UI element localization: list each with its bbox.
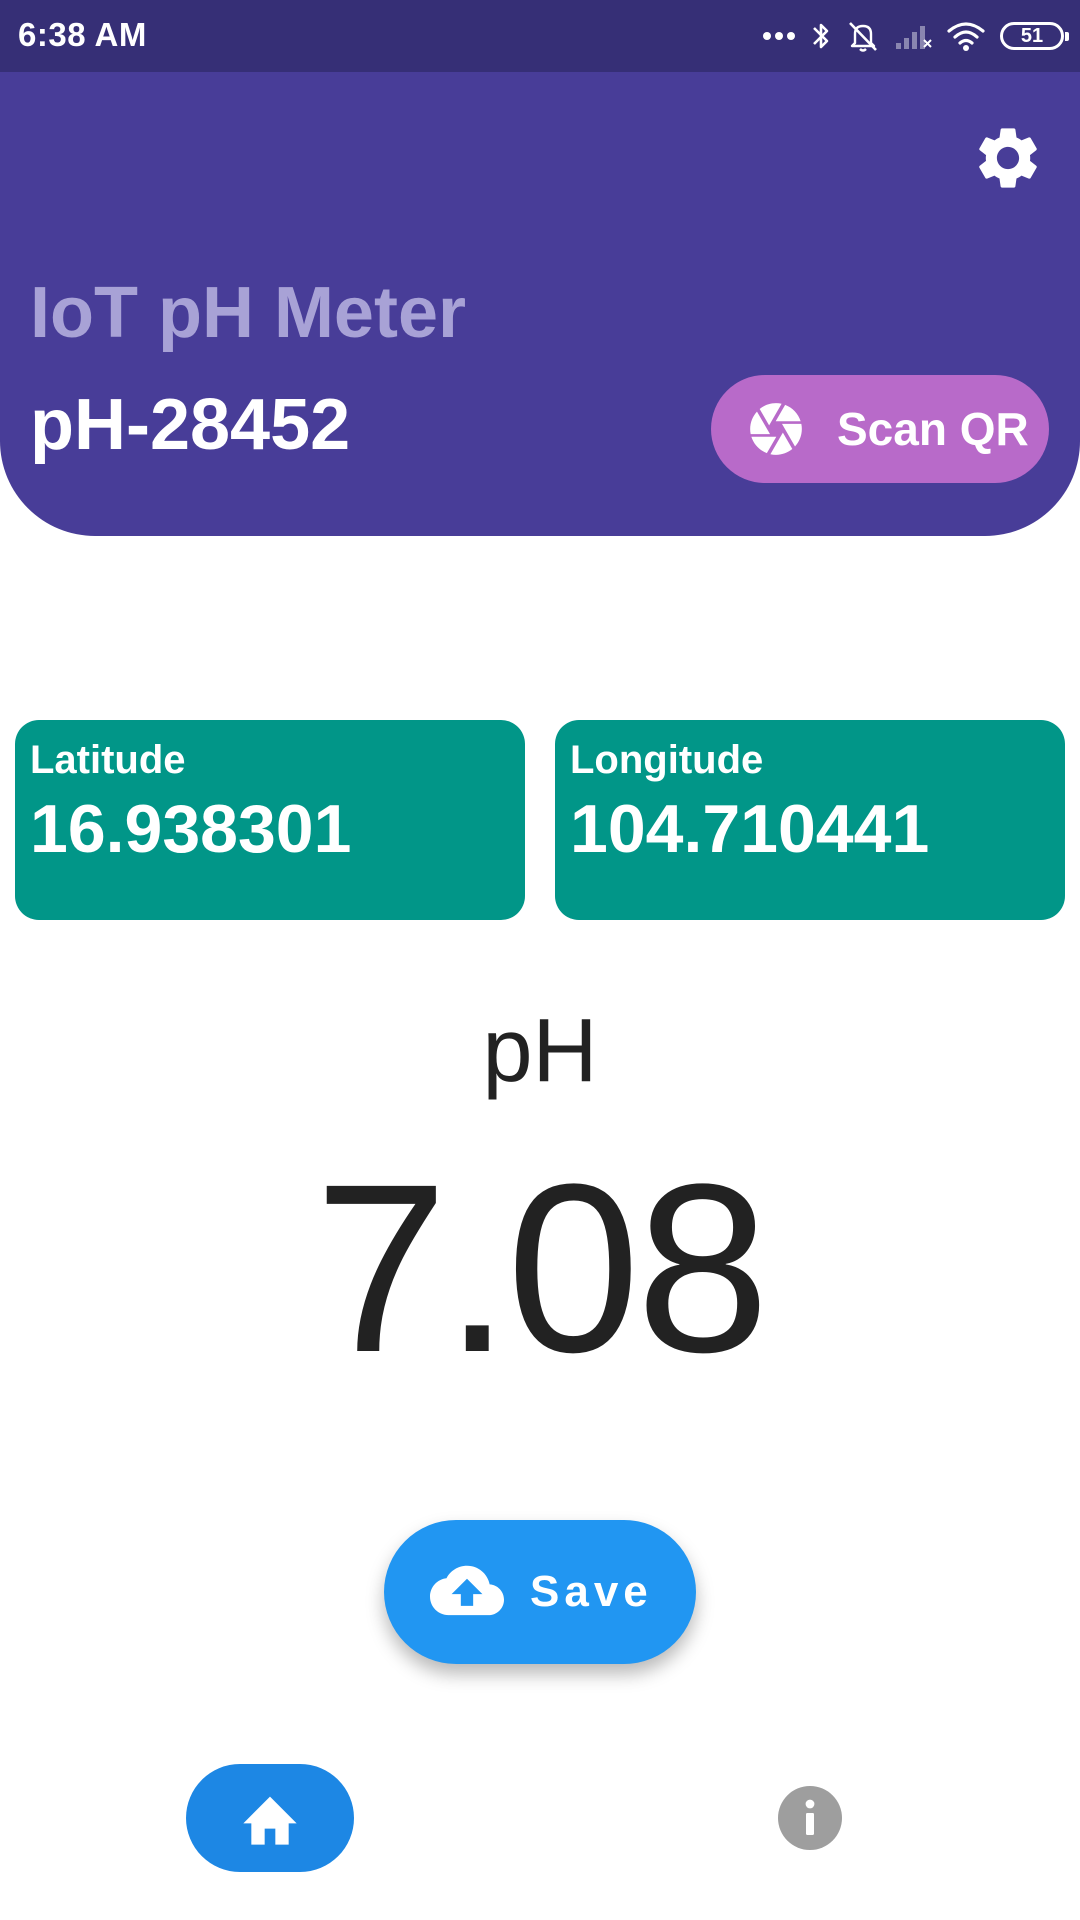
header: IoT pH Meter pH-28452 Scan QR xyxy=(0,72,1080,536)
home-icon xyxy=(243,1796,297,1845)
save-button[interactable]: Save xyxy=(384,1520,696,1664)
info-icon xyxy=(805,1799,815,1835)
save-label: Save xyxy=(530,1567,653,1616)
longitude-card: Longitude 104.710441 xyxy=(555,720,1065,920)
nav-home-tab[interactable] xyxy=(186,1764,354,1872)
device-id: pH-28452 xyxy=(30,385,351,465)
camera-shutter-icon xyxy=(745,398,807,460)
more-dots-icon xyxy=(763,32,795,40)
status-time: 6:38 AM xyxy=(18,16,147,53)
gear-icon xyxy=(979,128,1037,188)
bottom-nav xyxy=(0,1740,1080,1900)
battery-icon: 51 xyxy=(1000,22,1069,50)
scan-qr-button[interactable]: Scan QR xyxy=(711,375,1049,483)
ph-label: pH xyxy=(482,1001,598,1101)
bluetooth-icon xyxy=(813,23,829,49)
wifi-icon xyxy=(947,22,985,51)
scan-qr-label: Scan QR xyxy=(837,403,1029,455)
latitude-label: Latitude xyxy=(30,738,186,782)
longitude-label: Longitude xyxy=(570,738,764,782)
app-title: IoT pH Meter xyxy=(30,273,467,353)
latitude-card: Latitude 16.938301 xyxy=(15,720,525,920)
nav-info-tab[interactable] xyxy=(778,1786,842,1850)
status-icons: 51 xyxy=(762,14,1069,58)
latitude-value: 16.938301 xyxy=(30,791,352,867)
cloud-upload-icon xyxy=(430,1565,504,1616)
alarm-off-icon xyxy=(849,22,877,52)
signal-icon xyxy=(896,26,932,49)
status-bar: 6:38 AM xyxy=(0,0,1080,72)
longitude-value: 104.710441 xyxy=(570,791,930,867)
settings-button[interactable] xyxy=(968,118,1048,198)
ph-value: 7.08 xyxy=(314,1134,769,1402)
battery-level: 51 xyxy=(1020,24,1044,47)
